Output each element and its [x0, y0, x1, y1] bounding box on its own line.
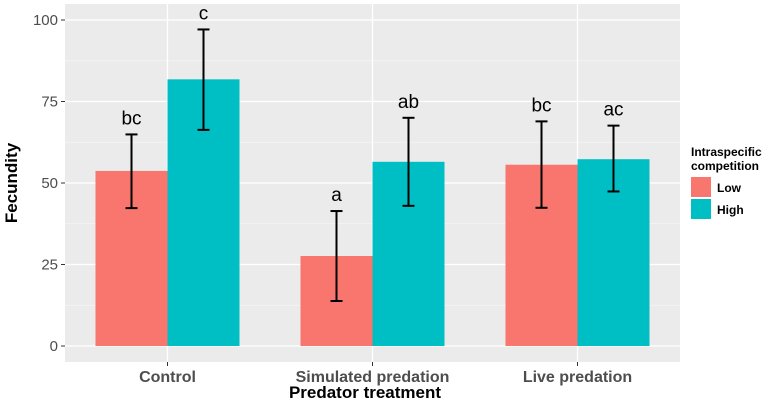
legend-title-line2: competition [691, 159, 759, 173]
significance-label: bc [121, 108, 141, 129]
y-tick-label: 75 [41, 94, 58, 111]
legend-label-high: High [717, 203, 744, 217]
significance-label: ab [398, 92, 419, 113]
legend: Intraspecific competition Low High [691, 145, 762, 219]
y-axis-ticks: 0 25 50 75 100 [33, 12, 65, 355]
error-bars-group [125, 28, 620, 303]
x-tick-label: Control [139, 369, 196, 386]
legend-title-line1: Intraspecific [691, 145, 762, 159]
legend-items: Low High [691, 177, 744, 219]
significance-label: bc [531, 95, 551, 116]
x-axis-title: Predator treatment [289, 383, 441, 402]
legend-label-low: Low [717, 181, 742, 195]
legend-key-low [691, 177, 711, 197]
y-tick-label: 50 [41, 175, 58, 192]
x-tick-label: Simulated predation [296, 369, 450, 386]
bars-group [95, 79, 650, 346]
x-tick-label: Live predation [523, 369, 632, 386]
significance-label: a [331, 185, 342, 206]
y-tick-label: 25 [41, 257, 58, 274]
x-axis-ticks: Control Simulated predation Live predation [139, 362, 632, 386]
y-tick-label: 100 [33, 12, 58, 29]
significance-label: c [199, 3, 209, 24]
y-axis-title: Fecundity [2, 142, 21, 223]
y-tick-label: 0 [50, 338, 58, 355]
significance-label: ac [603, 100, 623, 121]
legend-key-high [691, 199, 711, 219]
significance-labels-group: bc c a ab bc ac [121, 3, 623, 206]
